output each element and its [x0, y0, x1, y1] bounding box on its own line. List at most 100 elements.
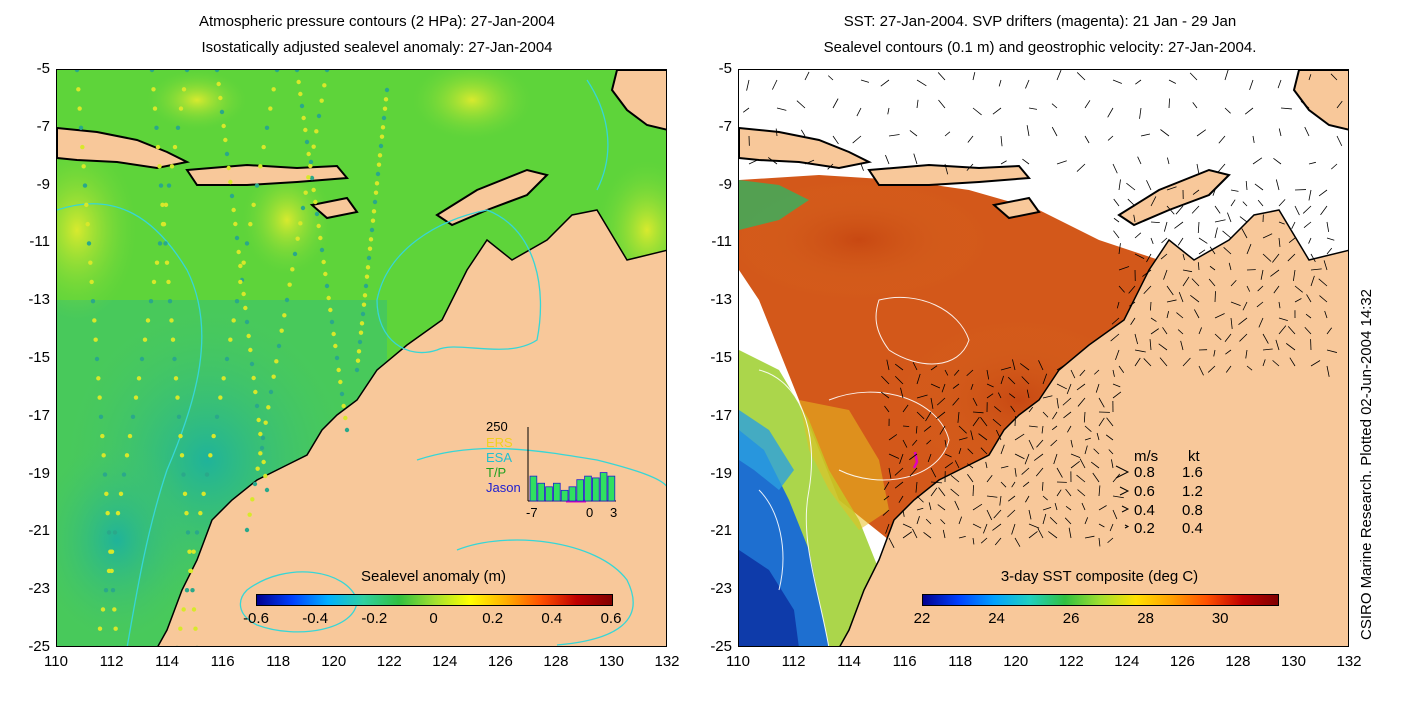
left-y-tick-label: -7: [36, 117, 50, 135]
inset-xlabel-start: -7: [526, 505, 538, 520]
inset-bar: [607, 475, 616, 502]
left-cb-ticks-label: 0.2: [482, 610, 504, 627]
left-x-tick-label: 120: [321, 653, 347, 670]
velocity-legend-ms-0: 0.8: [1134, 464, 1155, 481]
sst-mid-field: [739, 350, 889, 646]
right-x-tick-label: 112: [781, 653, 806, 670]
right-y-tick-label: -25: [710, 638, 732, 655]
right-map-sst: [738, 69, 1349, 647]
right-x-tick-label: 128: [1225, 653, 1251, 670]
altimeter-track-points: [74, 70, 390, 646]
right-y-tick-label: -9: [718, 175, 732, 193]
left-y-tick-label: -15: [28, 349, 50, 366]
right-y-tick-label: -19: [710, 464, 732, 482]
australia-landmass-right: [839, 209, 1348, 646]
inset-mission-jason: Jason: [486, 480, 521, 495]
inset-bar: [599, 472, 608, 502]
left-cb-ticks-label: -0.2: [361, 610, 388, 627]
right-cb-ticks-label: 24: [988, 610, 1005, 627]
velocity-legend-header-ms: m/s: [1134, 448, 1159, 465]
pressure-contours: [57, 79, 666, 646]
new-guinea-coast: [610, 70, 666, 131]
velocity-legend-ms-3: 0.2: [1134, 520, 1155, 537]
sumba-island: [309, 196, 359, 220]
inset-xlabel-zero: 0: [586, 505, 594, 520]
left-cb-ticks-label: -0.6: [243, 610, 269, 627]
left-y-tick-label: -5: [36, 60, 50, 77]
velocity-legend-header-kt: kt: [1188, 448, 1200, 465]
velocity-legend-kt-3: 0.4: [1182, 520, 1203, 537]
inset-mission-esa: ESA: [486, 450, 513, 465]
velocity-legend-ms-2: 0.4: [1134, 502, 1155, 519]
left-y-tick-label: -21: [28, 522, 50, 540]
right-y-tick-label: -21: [710, 522, 732, 540]
left-x-tick-label: 130: [598, 653, 624, 670]
right-cb-ticks-label: 22: [913, 610, 931, 627]
right-x-tick-label: 116: [892, 653, 917, 670]
left-x-tick-label: 128: [543, 653, 569, 670]
right-y-tick-label: -17: [710, 406, 732, 424]
velocity-arrow-0-6-icon: [1119, 486, 1130, 496]
inset-xlabel-end: 3: [610, 505, 618, 520]
right-x-tick-label: 114: [837, 653, 862, 670]
left-cb-ticks-label: -0.4: [302, 610, 329, 627]
geostrophic-velocity-arrows: [742, 70, 1343, 548]
timor-island: [435, 168, 549, 227]
right-y-tick-label: -13: [710, 291, 732, 309]
left-title-line2: Isostatically adjusted sealevel anomaly:…: [201, 39, 553, 56]
right-colorbar-label: 3-day SST composite (deg C): [1000, 568, 1199, 585]
left-colorbar-label: Sealevel anomaly (m): [360, 568, 507, 585]
inset-bar: [576, 479, 584, 502]
inset-bar: [529, 475, 538, 502]
right-x-tick-label: 126: [1169, 653, 1195, 670]
inset-bar: [545, 486, 553, 502]
left-colorbar: [256, 594, 613, 606]
right-y-tick-label: -5: [718, 60, 732, 77]
left-y-tick-label: -9: [36, 175, 50, 193]
left-cb-ticks-label: 0: [429, 610, 438, 627]
left-y-tick-label: -13: [28, 291, 50, 309]
inset-bar: [592, 477, 600, 502]
right-title-line2: Sealevel contours (0.1 m) and geostrophi…: [823, 39, 1257, 56]
inset-bar: [560, 489, 569, 502]
velocity-arrow-0-4-icon: [1121, 505, 1130, 513]
inset-ymax-label: 250: [486, 419, 508, 434]
right-x-tick-label: 120: [1003, 653, 1029, 670]
right-x-tick-label: 130: [1280, 653, 1306, 670]
left-cb-ticks-label: 0.4: [541, 610, 563, 627]
right-cb-ticks-label: 26: [1062, 610, 1080, 627]
left-x-tick-label: 132: [654, 653, 680, 670]
right-x-tick-label: 118: [948, 653, 973, 670]
right-y-tick-label: -7: [718, 117, 732, 135]
right-x-tick-label: 122: [1058, 653, 1084, 670]
velocity-legend-kt-1: 1.2: [1182, 483, 1203, 500]
right-y-tick-label: -15: [710, 349, 732, 366]
left-x-tick-label: 126: [487, 653, 513, 670]
left-y-tick-label: -11: [29, 233, 50, 251]
right-y-tick-label: -11: [711, 233, 732, 251]
left-x-tick-label: 124: [432, 653, 458, 670]
right-y-tick-label: -23: [710, 580, 732, 598]
left-cb-ticks-label: 0.6: [600, 610, 622, 627]
velocity-legend-ms-1: 0.6: [1134, 483, 1155, 500]
left-map-sealevel: [56, 69, 667, 647]
timor-island-right: [1117, 168, 1231, 227]
left-y-tick-label: -25: [28, 638, 50, 655]
velocity-legend-kt-2: 0.8: [1182, 502, 1203, 519]
left-x-tick-label: 122: [376, 653, 402, 670]
inset-histogram: 250 ERS ESA T/P Jason -7 0 3: [486, 420, 626, 525]
inset-mission-tp: T/P: [486, 465, 507, 480]
sealevel-contours: [758, 296, 970, 646]
inset-bar: [584, 475, 592, 502]
left-x-tick-label: 116: [210, 653, 235, 670]
left-y-tick-label: -17: [28, 406, 50, 424]
left-x-tick-label: 110: [44, 653, 68, 670]
left-y-tick-label: -19: [28, 464, 50, 482]
inset-bar: [552, 482, 561, 502]
right-colorbar: [922, 594, 1279, 606]
left-y-tick-label: -23: [28, 580, 50, 598]
velocity-legend: m/s kt 0.8 1.6 0.6 1.2 0.4 0.8 0.2 0.4: [1112, 448, 1232, 538]
right-x-tick-label: 124: [1114, 653, 1140, 670]
right-x-tick-label: 132: [1336, 653, 1362, 670]
left-x-tick-label: 118: [266, 653, 291, 670]
